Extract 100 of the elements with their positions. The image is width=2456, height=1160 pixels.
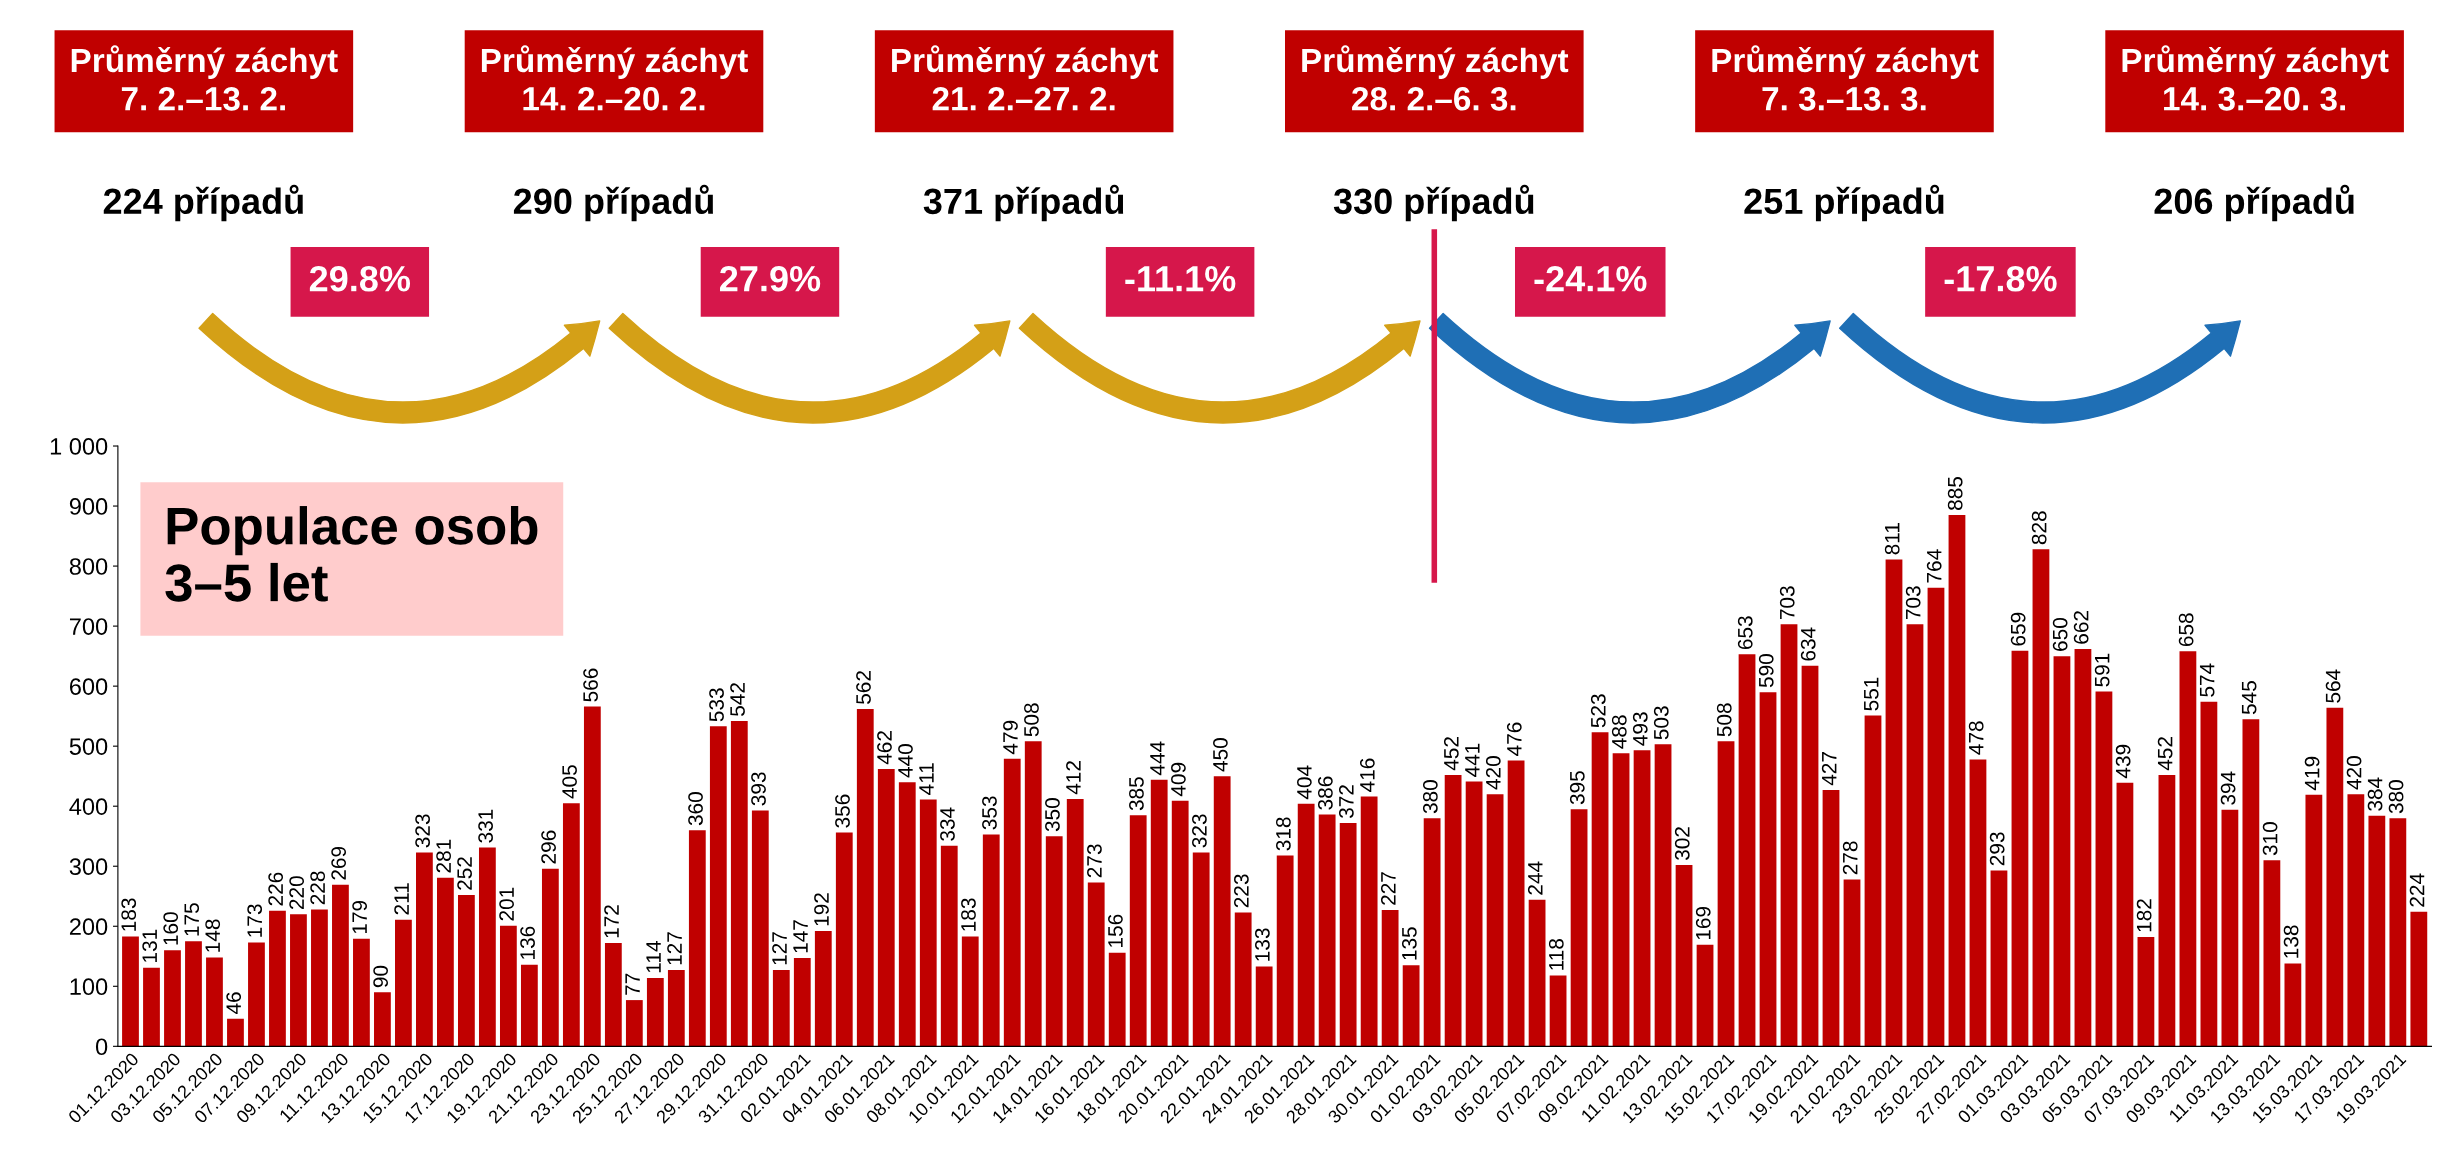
- data-label: 385: [1129, 777, 1144, 811]
- data-label: 653: [1737, 616, 1753, 650]
- data-label: 278: [1842, 841, 1858, 875]
- bar: [1129, 815, 1147, 1047]
- bar: [1969, 759, 1987, 1047]
- data-label: 386: [1317, 776, 1333, 810]
- bar: [625, 1000, 643, 1047]
- bar: [982, 834, 1000, 1047]
- bar: [1024, 741, 1042, 1047]
- bar: [1570, 809, 1588, 1047]
- text: -24.1%: [1534, 266, 1647, 292]
- data-label: 223: [1234, 874, 1249, 908]
- bar: [1108, 952, 1126, 1047]
- bar: [1696, 944, 1714, 1047]
- bar: [1234, 912, 1252, 1047]
- bar: [1423, 818, 1441, 1047]
- y-tick-label: 500: [69, 738, 108, 755]
- text: 27.9%: [720, 266, 821, 292]
- data-label: 591: [2094, 653, 2110, 687]
- data-label: 127: [667, 932, 682, 965]
- data-label: 118: [1548, 939, 1564, 970]
- data-label: 138: [2283, 925, 2299, 958]
- bar: [940, 845, 958, 1047]
- text: -11.1%: [1125, 266, 1236, 292]
- y-tick-label: 200: [69, 918, 108, 936]
- data-label: 211: [394, 883, 409, 915]
- bar: [1297, 803, 1315, 1047]
- text: Průměrný záchyt 14. 3.–20. 3.: [2122, 45, 2389, 111]
- bar: [1381, 910, 1399, 1047]
- data-label: 244: [1527, 861, 1543, 895]
- data-label: 281: [436, 839, 451, 873]
- bar: [2242, 719, 2260, 1047]
- data-label: 395: [1569, 771, 1585, 805]
- data-label: 478: [1968, 721, 1984, 755]
- data-label: 183: [121, 898, 137, 931]
- y-tick-label: 0: [95, 1038, 108, 1056]
- data-label: 310: [2262, 822, 2278, 856]
- bar: [541, 868, 559, 1047]
- bar: [374, 992, 391, 1047]
- bar: [227, 1018, 244, 1047]
- bar: [898, 782, 916, 1047]
- bar: [1549, 975, 1567, 1047]
- text: -17.8%: [1944, 266, 2057, 292]
- data-label: 334: [940, 807, 955, 841]
- bar: [1339, 823, 1357, 1047]
- data-label: 703: [1905, 586, 1921, 620]
- bar: [2011, 650, 2029, 1047]
- bar: [2116, 782, 2134, 1047]
- text: 206 případů: [2154, 184, 2354, 222]
- bar: [835, 832, 853, 1047]
- bar: [814, 931, 832, 1047]
- data-label: 533: [709, 688, 724, 722]
- data-label: 462: [877, 731, 892, 765]
- data-label: 441: [1465, 743, 1480, 777]
- data-label: 296: [541, 830, 556, 864]
- data-label: 393: [751, 772, 766, 806]
- bar: [1759, 692, 1777, 1047]
- bar: [961, 936, 979, 1047]
- text: 330 případů: [1333, 184, 1534, 222]
- bar: [1507, 760, 1525, 1047]
- data-label: 252: [457, 857, 472, 890]
- bar: [520, 964, 538, 1047]
- data-label: 427: [1821, 752, 1837, 786]
- bar: [877, 768, 895, 1047]
- bar: [1948, 515, 1966, 1047]
- bar: [269, 910, 286, 1047]
- bar: [1087, 882, 1105, 1047]
- y-tick-label: 300: [69, 858, 108, 876]
- y-tick-label: 600: [69, 678, 108, 695]
- bar: [1780, 624, 1798, 1047]
- data-label: 135: [1401, 927, 1417, 960]
- bar: [311, 909, 328, 1047]
- data-label: 226: [268, 872, 284, 906]
- data-label: 662: [2073, 611, 2089, 644]
- bar: [1486, 794, 1504, 1047]
- bar: [290, 914, 307, 1047]
- data-label: 551: [1864, 677, 1879, 711]
- bar: [2284, 963, 2302, 1047]
- bar: [416, 852, 433, 1047]
- bar: [1738, 654, 1756, 1047]
- bar: [772, 970, 790, 1047]
- data-label: 384: [2367, 777, 2383, 811]
- bar: [499, 925, 517, 1047]
- text: 29.8%: [309, 266, 411, 292]
- bar: [730, 720, 748, 1047]
- bar: [1927, 587, 1945, 1047]
- data-label: 156: [1108, 914, 1123, 947]
- data-label: 404: [1296, 765, 1312, 800]
- data-label: 356: [835, 794, 850, 828]
- bar: [1255, 966, 1273, 1047]
- bar: [2347, 794, 2365, 1047]
- bar: [2221, 809, 2239, 1047]
- bar: [1192, 852, 1210, 1047]
- data-label: 201: [499, 887, 514, 921]
- bar: [1654, 744, 1672, 1047]
- bar: [1318, 814, 1336, 1047]
- data-label: 90: [373, 965, 389, 988]
- bar: [562, 803, 580, 1047]
- bar: [437, 877, 454, 1047]
- data-label: 439: [2115, 744, 2131, 779]
